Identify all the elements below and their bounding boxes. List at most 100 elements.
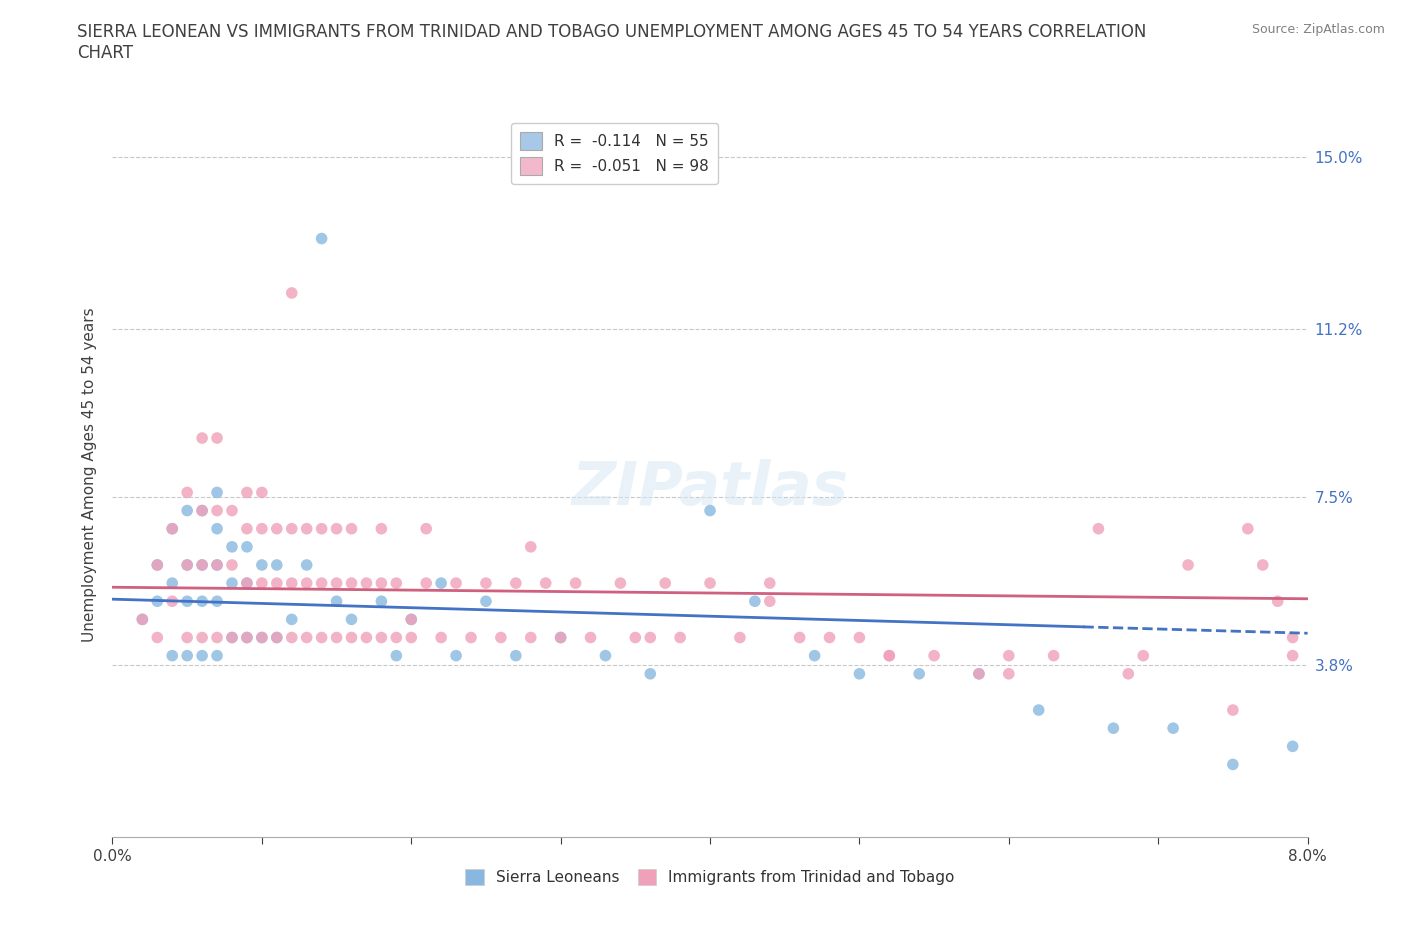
Point (176, 648, 198, 663)
Point (311, 231, 333, 246)
Point (520, 631, 543, 645)
Point (998, 648, 1021, 663)
Point (205, 558, 228, 573)
Point (236, 521, 259, 536)
Point (340, 521, 363, 536)
Point (205, 594, 228, 609)
Point (848, 631, 870, 645)
Point (550, 631, 572, 645)
Point (236, 631, 259, 645)
Point (146, 631, 169, 645)
Point (356, 576, 378, 591)
Point (489, 631, 512, 645)
Point (1267, 594, 1289, 609)
Point (460, 631, 482, 645)
Point (505, 648, 527, 663)
Point (176, 503, 198, 518)
Point (221, 576, 243, 591)
Point (281, 612, 304, 627)
Point (221, 503, 243, 518)
Point (385, 631, 408, 645)
Point (162, 521, 183, 536)
Point (967, 666, 990, 681)
Point (325, 521, 347, 536)
Point (415, 521, 437, 536)
Point (205, 648, 228, 663)
Point (295, 521, 318, 536)
Point (281, 521, 304, 536)
Point (415, 576, 437, 591)
Point (1222, 757, 1244, 772)
Point (1161, 721, 1184, 736)
Point (818, 631, 841, 645)
Point (401, 612, 423, 627)
Point (205, 631, 228, 645)
Point (146, 558, 169, 573)
Point (385, 576, 408, 591)
Text: ZIPatlas: ZIPatlas (571, 459, 849, 518)
Point (266, 631, 288, 645)
Point (266, 521, 288, 536)
Point (295, 631, 318, 645)
Point (550, 631, 572, 645)
Point (236, 485, 259, 500)
Point (370, 576, 392, 591)
Point (744, 594, 766, 609)
Point (595, 648, 617, 663)
Point (877, 648, 901, 663)
Point (311, 521, 333, 536)
Point (266, 576, 288, 591)
Point (370, 594, 392, 609)
Point (236, 631, 259, 645)
Point (146, 558, 169, 573)
Point (444, 576, 467, 591)
Point (998, 666, 1021, 681)
Point (699, 503, 721, 518)
Point (191, 631, 214, 645)
Point (1087, 521, 1109, 536)
Point (848, 666, 870, 681)
Point (475, 576, 498, 591)
Point (564, 576, 586, 591)
Point (250, 521, 273, 536)
Point (162, 648, 183, 663)
Point (236, 539, 259, 554)
Point (699, 576, 721, 591)
Point (250, 485, 273, 500)
Point (1028, 703, 1050, 718)
Point (1102, 721, 1125, 736)
Text: SIERRA LEONEAN VS IMMIGRANTS FROM TRINIDAD AND TOBAGO UNEMPLOYMENT AMONG AGES 45: SIERRA LEONEAN VS IMMIGRANTS FROM TRINID… (77, 23, 1147, 62)
Point (281, 576, 304, 591)
Point (281, 631, 304, 645)
Point (191, 648, 214, 663)
Point (640, 666, 662, 681)
Point (1281, 648, 1303, 663)
Point (311, 576, 333, 591)
Point (295, 558, 318, 573)
Point (1251, 558, 1274, 573)
Point (1222, 703, 1244, 718)
Point (520, 539, 543, 554)
Point (430, 576, 453, 591)
Point (340, 576, 363, 591)
Point (176, 485, 198, 500)
Point (609, 576, 631, 591)
Text: Source: ZipAtlas.com: Source: ZipAtlas.com (1251, 23, 1385, 36)
Point (325, 594, 347, 609)
Point (759, 576, 782, 591)
Point (385, 648, 408, 663)
Point (176, 558, 198, 573)
Point (877, 648, 901, 663)
Point (669, 631, 692, 645)
Point (221, 558, 243, 573)
Point (281, 286, 304, 300)
Legend: Sierra Leoneans, Immigrants from Trinidad and Tobago: Sierra Leoneans, Immigrants from Trinida… (460, 863, 960, 891)
Point (176, 558, 198, 573)
Point (162, 521, 183, 536)
Point (1132, 648, 1154, 663)
Point (205, 558, 228, 573)
Point (221, 631, 243, 645)
Point (1118, 666, 1140, 681)
Point (176, 631, 198, 645)
Point (221, 539, 243, 554)
